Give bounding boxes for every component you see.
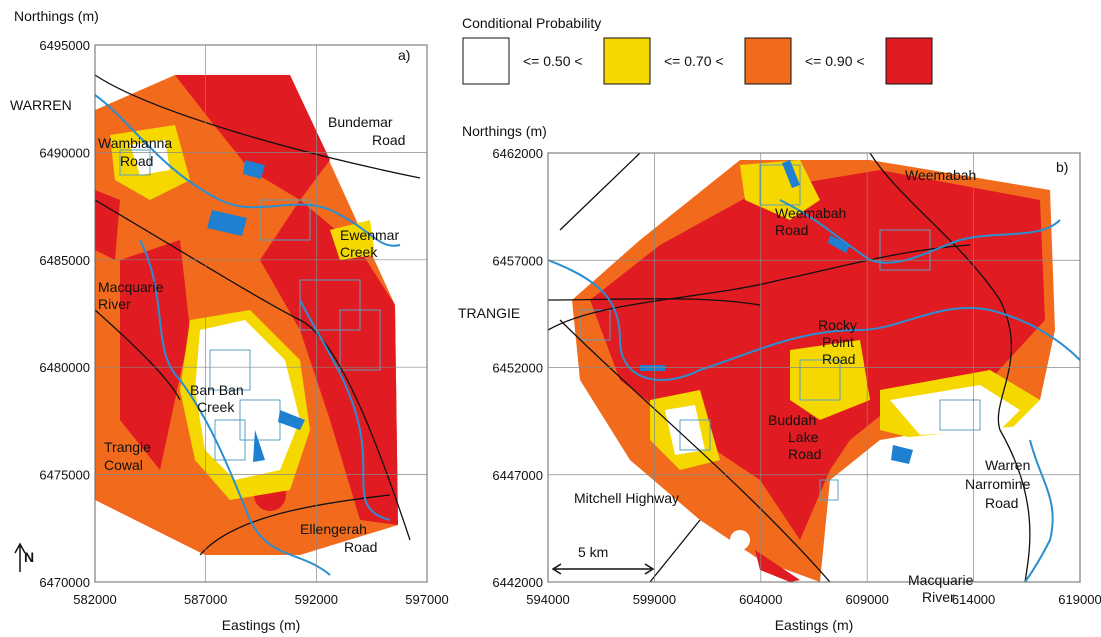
x-tick-label: 587000 <box>184 592 227 607</box>
legend-title: Conditional Probability <box>462 15 601 31</box>
x-tick-label: 592000 <box>295 592 338 607</box>
y-tick-label: 6475000 <box>39 468 90 483</box>
panel-label: b) <box>1056 159 1068 175</box>
place: Weemabah <box>905 167 976 183</box>
scale-bar <box>553 564 653 574</box>
x-tick-label: 614000 <box>952 592 995 607</box>
x-tick-label: 597000 <box>405 592 448 607</box>
y-tick-label: 6457000 <box>492 253 543 268</box>
y-tick-label: 6490000 <box>39 145 90 160</box>
y-tick-label: 6480000 <box>39 360 90 375</box>
legend-swatch <box>886 38 932 84</box>
legend-swatch <box>604 38 650 84</box>
y-tick-label: 6470000 <box>39 575 90 590</box>
x-tick-label: 599000 <box>633 592 676 607</box>
y-tick-label: 6485000 <box>39 253 90 268</box>
y-tick-label: 6495000 <box>39 38 90 53</box>
x-axis-title: Eastings (m) <box>775 617 854 633</box>
zone-white <box>730 530 750 550</box>
place: WARREN <box>10 97 72 113</box>
north-label: N <box>24 549 34 565</box>
y-axis-title: Northings (m) <box>462 123 547 139</box>
x-tick-label: 604000 <box>739 592 782 607</box>
x-tick-label: 619000 <box>1058 592 1101 607</box>
place: Mitchell Highway <box>574 490 679 506</box>
figure: Conditional Probability <= 0.50 < <= 0.70… <box>0 0 1101 637</box>
legend-label: <= 0.70 < <box>664 53 724 69</box>
legend-swatch <box>745 38 791 84</box>
legend-swatch <box>463 38 509 84</box>
y-tick-label: 6462000 <box>492 146 543 161</box>
y-tick-label: 6447000 <box>492 468 543 483</box>
scale-label: 5 km <box>578 544 608 560</box>
zone-white <box>860 420 1080 582</box>
y-tick-label: 6442000 <box>492 575 543 590</box>
panel-label: a) <box>398 47 410 63</box>
x-axis-title: Eastings (m) <box>222 617 301 633</box>
x-tick-label: 582000 <box>73 592 116 607</box>
legend-label: <= 0.50 < <box>523 53 583 69</box>
legend: <= 0.50 < <= 0.70 < <= 0.90 < <box>463 38 932 84</box>
legend-label: <= 0.90 < <box>805 53 865 69</box>
x-tick-label: 609000 <box>846 592 889 607</box>
y-axis-title: Northings (m) <box>14 8 99 24</box>
y-tick-label: 6452000 <box>492 361 543 376</box>
place: TRANGIE <box>458 305 520 321</box>
x-tick-label: 594000 <box>526 592 569 607</box>
